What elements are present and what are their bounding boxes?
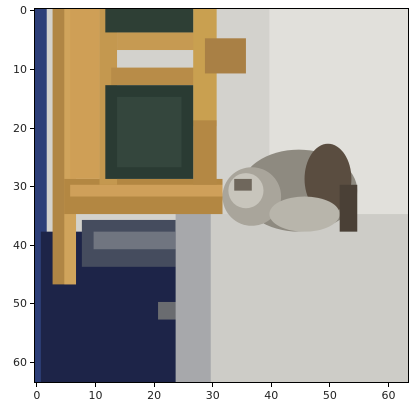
y-tick-mark xyxy=(30,303,34,305)
x-tick-label: 30 xyxy=(205,389,220,402)
wood-rail-mid xyxy=(111,67,211,86)
y-tick-label: 10 xyxy=(13,63,27,77)
y-tick-mark xyxy=(30,244,34,246)
y-tick-mark xyxy=(30,361,34,363)
x-tick-mark xyxy=(329,383,331,387)
x-tick-label: 40 xyxy=(264,389,279,402)
x-tick-mark xyxy=(36,383,38,387)
y-tick-label: 0 xyxy=(20,4,27,18)
x-tick-label: 50 xyxy=(322,389,337,402)
pixel-image xyxy=(35,9,408,382)
gray-panel-highlight xyxy=(93,231,176,250)
cat-eye-area xyxy=(234,178,252,191)
y-tick-label: 60 xyxy=(13,355,27,369)
y-tick-mark xyxy=(30,186,34,188)
x-tick-mark xyxy=(387,383,389,387)
x-tick-label: 60 xyxy=(381,389,396,402)
x-tick-mark xyxy=(95,383,97,387)
y-tick-mark xyxy=(30,10,34,12)
cat-tail xyxy=(339,184,358,232)
y-tick-label: 50 xyxy=(13,297,27,311)
wood-rail-top xyxy=(117,32,200,51)
y-tick-label: 20 xyxy=(13,121,27,135)
x-tick-mark xyxy=(153,383,155,387)
wood-post-right-lower xyxy=(193,120,217,185)
floor-lower-region xyxy=(210,214,408,382)
image-axes xyxy=(34,8,409,383)
y-tick-mark xyxy=(30,127,34,129)
window-pane-inner xyxy=(117,96,182,168)
cat-belly xyxy=(269,196,340,232)
wood-panel-left xyxy=(70,9,100,179)
y-tick-label: 40 xyxy=(13,238,27,252)
window-pane-top xyxy=(105,9,194,33)
blue-edge xyxy=(35,9,47,382)
x-tick-label: 10 xyxy=(88,389,103,402)
y-tick-mark xyxy=(30,69,34,71)
pale-wall xyxy=(175,202,211,382)
x-tick-label: 20 xyxy=(147,389,162,402)
x-tick-mark xyxy=(212,383,214,387)
x-tick-mark xyxy=(270,383,272,387)
x-tick-label: 0 xyxy=(33,389,41,402)
y-tick-label: 30 xyxy=(13,180,27,194)
wood-beam-highlight xyxy=(70,184,223,197)
wood-block-right xyxy=(204,38,246,74)
